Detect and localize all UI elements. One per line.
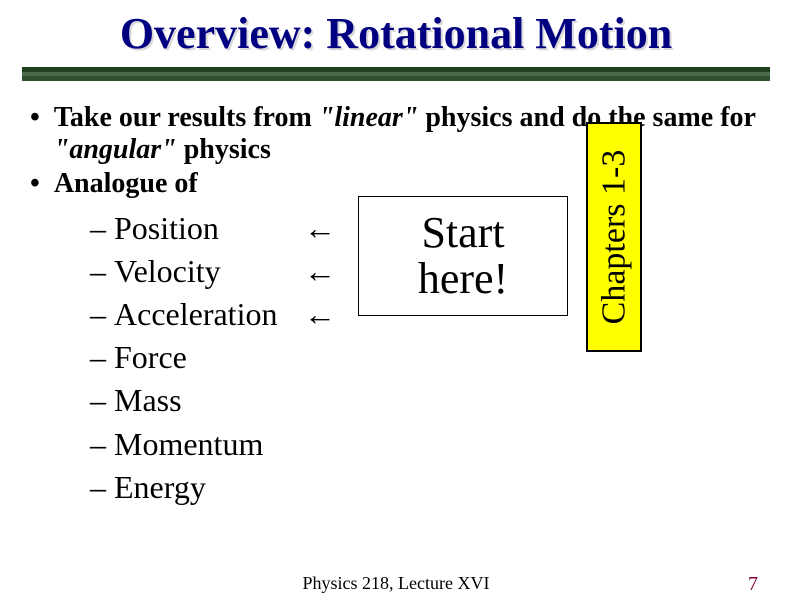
text-fragment: physics (177, 134, 271, 165)
arrow-icon: ← (304, 250, 344, 293)
sub-bullet: – Energy (90, 466, 792, 509)
title-divider (22, 67, 770, 81)
slide-title: Overview: Rotational Motion (0, 0, 792, 59)
page-number: 7 (748, 573, 758, 596)
callout-line-1: Start (359, 210, 567, 256)
arrow-icon: ← (304, 207, 344, 250)
sub-label: Force (114, 339, 187, 375)
text-fragment: Take our results from (54, 102, 319, 133)
slide: Overview: Rotational Motion • Take our r… (0, 0, 792, 612)
sub-label: Velocity (114, 250, 304, 293)
text-emphasis: "angular" (54, 134, 177, 165)
chapters-badge: Chapters 1-3 (586, 122, 642, 352)
sub-label: Energy (114, 469, 206, 505)
sub-bullet: – Momentum (90, 423, 792, 466)
callout-line-2: here! (359, 256, 567, 302)
bullet-dot: • (30, 102, 40, 134)
sub-bullet: – Mass (90, 379, 792, 422)
sub-bullet: – Force (90, 336, 792, 379)
bullet-1: • Take our results from "linear" physics… (30, 102, 792, 166)
bullet-dot: • (30, 168, 40, 200)
bullet-1-text: Take our results from "linear" physics a… (54, 102, 792, 166)
arrow-icon: ← (304, 293, 344, 336)
start-here-callout: Start here! (358, 196, 568, 316)
footer-center: Physics 218, Lecture XVI (0, 573, 792, 594)
sub-label: Mass (114, 382, 182, 418)
chapters-label: Chapters 1-3 (595, 150, 633, 325)
sub-label: Acceleration (114, 293, 304, 336)
sub-label: Position (114, 207, 304, 250)
sub-label: Momentum (114, 426, 263, 462)
text-emphasis: "linear" (319, 102, 419, 133)
